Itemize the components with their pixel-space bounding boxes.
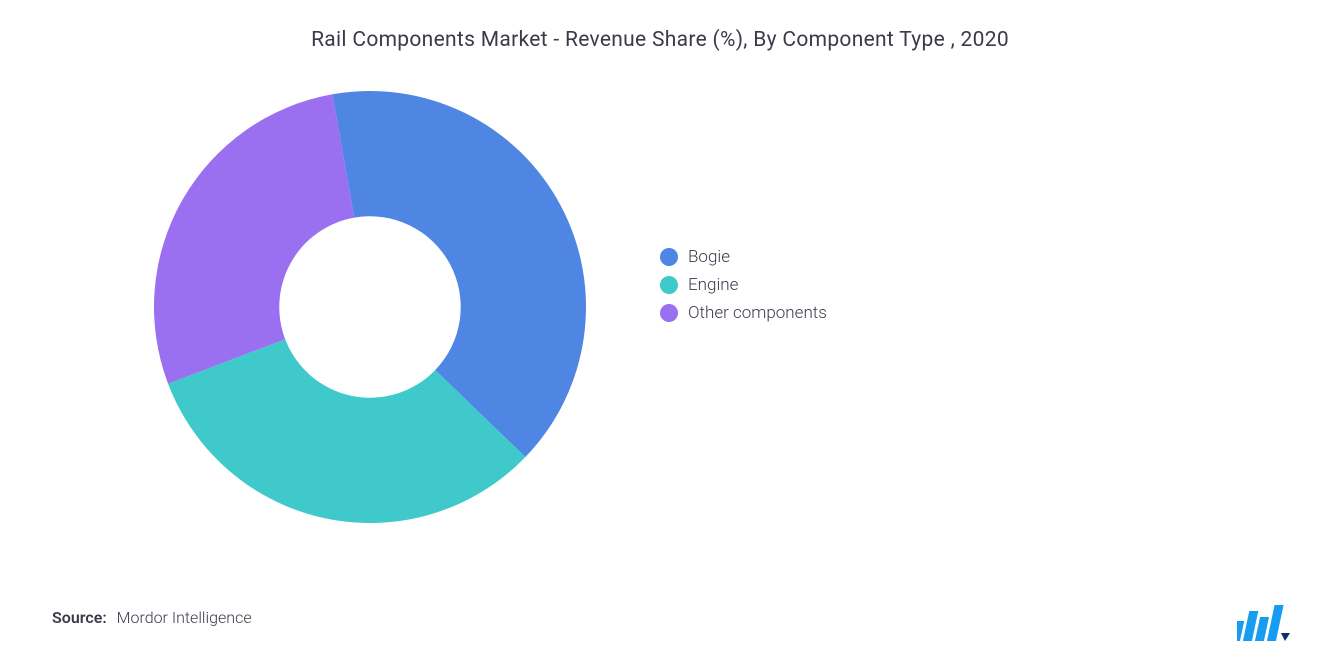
legend: Bogie Engine Other components — [660, 247, 827, 323]
logo-svg — [1237, 603, 1292, 643]
legend-label: Engine — [688, 275, 738, 295]
brand-logo-icon — [1237, 603, 1292, 643]
legend-dot-icon — [660, 276, 678, 294]
donut-chart — [145, 82, 595, 532]
legend-label: Other components — [688, 303, 827, 323]
source-name: Mordor Intelligence — [117, 608, 252, 627]
chart-title: Rail Components Market - Revenue Share (… — [0, 0, 1320, 52]
source-attribution: Source: Mordor Intelligence — [52, 608, 252, 627]
logo-bar — [1237, 621, 1244, 641]
logo-accent — [1281, 633, 1290, 641]
legend-dot-icon — [660, 248, 678, 266]
donut-svg — [145, 82, 595, 532]
donut-slice — [154, 94, 354, 383]
source-prefix: Source: — [52, 608, 107, 627]
legend-item: Bogie — [660, 247, 827, 267]
legend-item: Engine — [660, 275, 827, 295]
logo-bar — [1267, 605, 1284, 641]
legend-dot-icon — [660, 304, 678, 322]
legend-item: Other components — [660, 303, 827, 323]
legend-label: Bogie — [688, 247, 730, 267]
chart-area: Bogie Engine Other components — [0, 52, 1320, 572]
logo-bar — [1255, 617, 1269, 641]
